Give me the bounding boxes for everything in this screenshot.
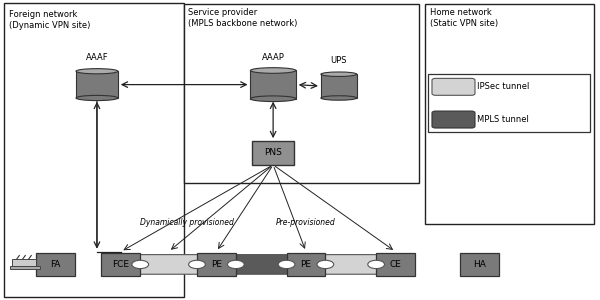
Text: PE: PE [301,260,311,269]
FancyBboxPatch shape [321,74,357,98]
Circle shape [227,260,244,268]
FancyBboxPatch shape [432,78,475,95]
FancyBboxPatch shape [287,253,325,276]
FancyBboxPatch shape [376,253,415,276]
FancyBboxPatch shape [136,255,202,274]
Text: Dynamically provisioned: Dynamically provisioned [140,218,233,227]
Circle shape [317,260,334,268]
FancyBboxPatch shape [184,4,419,183]
Text: PE: PE [211,260,222,269]
Circle shape [278,260,295,268]
FancyBboxPatch shape [101,253,140,276]
FancyBboxPatch shape [320,255,381,274]
FancyBboxPatch shape [12,259,36,267]
Text: AAAF: AAAF [86,53,108,62]
FancyBboxPatch shape [197,253,236,276]
FancyBboxPatch shape [425,4,595,224]
Ellipse shape [250,68,296,73]
Ellipse shape [321,72,357,76]
Text: Foreign network
(Dynamic VPN site): Foreign network (Dynamic VPN site) [8,10,90,30]
FancyBboxPatch shape [252,141,294,165]
Text: UPS: UPS [331,56,347,65]
FancyBboxPatch shape [428,74,590,132]
Text: Service provider
(MPLS backbone network): Service provider (MPLS backbone network) [188,8,297,28]
FancyBboxPatch shape [4,3,184,297]
FancyBboxPatch shape [460,253,499,276]
Ellipse shape [76,95,118,101]
FancyBboxPatch shape [76,71,118,98]
Text: FCE: FCE [112,260,130,269]
FancyBboxPatch shape [432,111,475,128]
Text: Pre-provisioned: Pre-provisioned [276,218,336,227]
FancyBboxPatch shape [250,70,296,99]
Circle shape [368,260,385,268]
Ellipse shape [76,69,118,74]
Text: CE: CE [389,260,401,269]
Ellipse shape [250,96,296,102]
Text: AAAP: AAAP [262,52,284,62]
Text: Home network
(Static VPN site): Home network (Static VPN site) [430,8,499,28]
Ellipse shape [321,96,357,100]
FancyBboxPatch shape [10,266,40,269]
Text: FA: FA [50,260,61,269]
FancyBboxPatch shape [231,255,292,274]
Text: IPSec tunnel: IPSec tunnel [478,82,530,91]
Text: PNS: PNS [264,148,282,158]
Circle shape [132,260,149,268]
FancyBboxPatch shape [36,253,74,276]
Text: HA: HA [473,260,485,269]
Text: MPLS tunnel: MPLS tunnel [478,115,529,124]
Circle shape [188,260,205,268]
